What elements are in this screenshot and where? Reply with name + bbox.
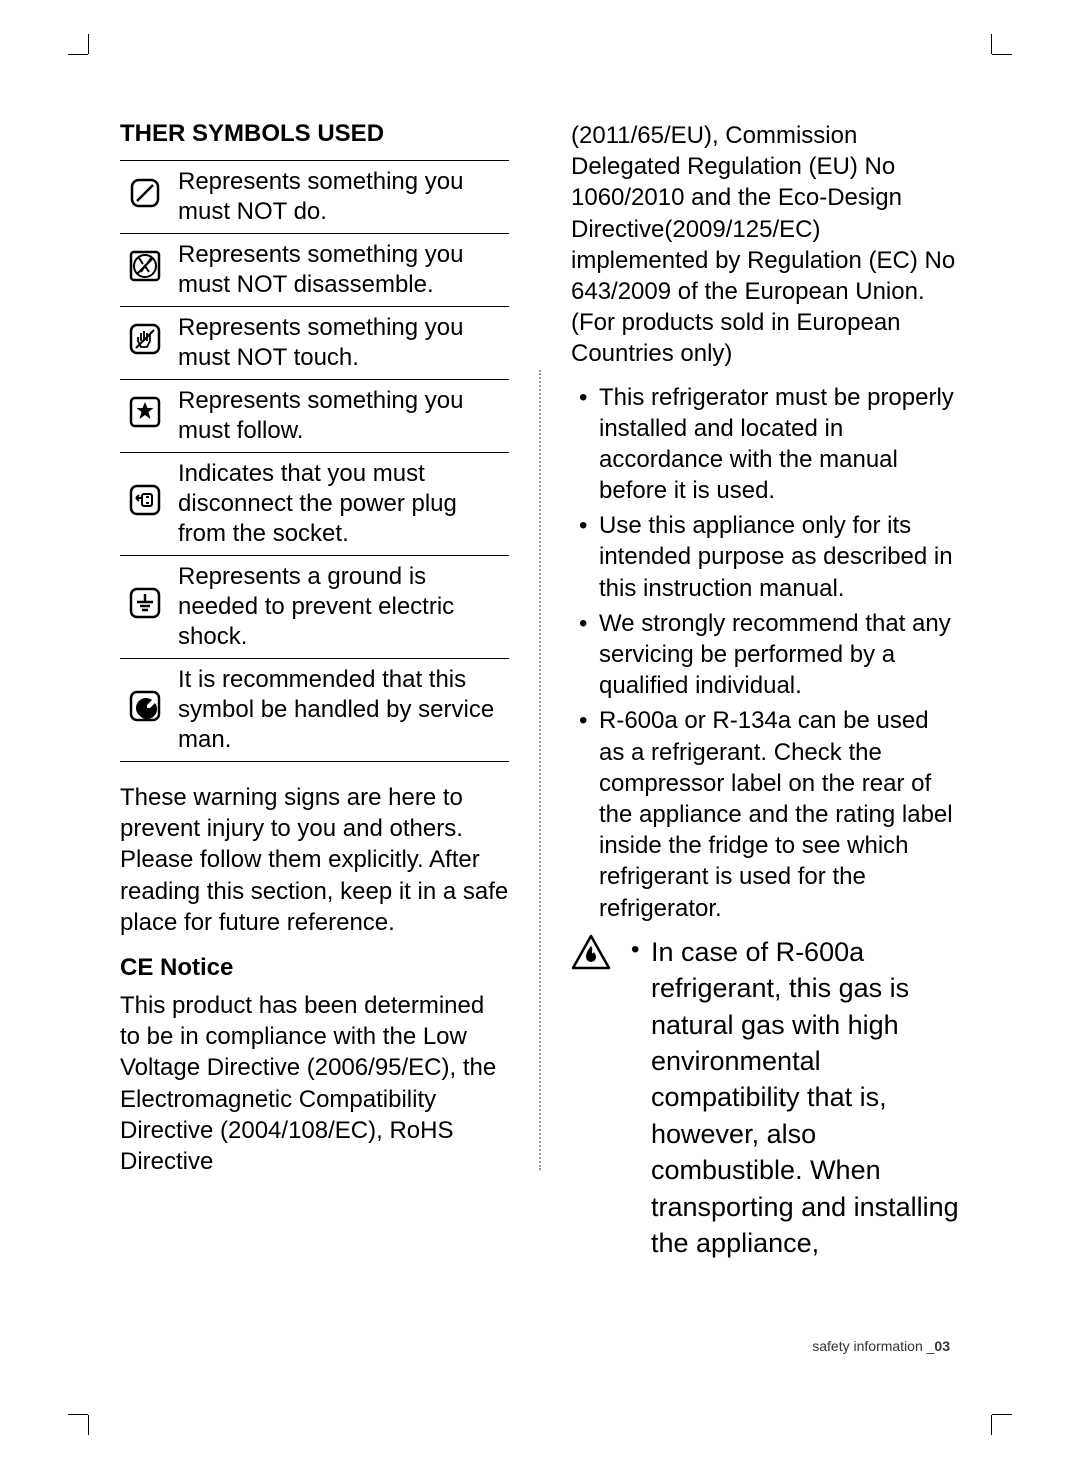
- ce-notice-body: This product has been determined to be i…: [120, 990, 509, 1177]
- manual-page: THER SYMBOLS USED Represents something y…: [0, 0, 1080, 1469]
- table-row: Indicates that you must disconnect the p…: [120, 453, 509, 556]
- right-column: (2011/65/EU), Commission Delegated Regul…: [571, 120, 960, 1266]
- not-disassemble-icon: [120, 234, 170, 307]
- column-divider: [539, 370, 541, 1170]
- symbol-desc: Represents something you must NOT disass…: [170, 234, 509, 307]
- list-item: In case of R-600a refrigerant, this gas …: [623, 934, 960, 1262]
- page-footer: safety information _03: [812, 1338, 950, 1354]
- symbols-table: Represents something you must NOT do. Re…: [120, 160, 509, 762]
- crop-mark: [68, 54, 88, 55]
- ground-icon: [120, 556, 170, 659]
- warning-paragraph: These warning signs are here to prevent …: [120, 782, 509, 938]
- service-man-icon: [120, 659, 170, 762]
- not-do-icon: [120, 161, 170, 234]
- symbol-desc: Represents something you must follow.: [170, 380, 509, 453]
- list-item: R-600a or R-134a can be used as a refrig…: [571, 705, 960, 923]
- symbol-desc: Indicates that you must disconnect the p…: [170, 453, 509, 556]
- table-row: It is recommended that this symbol be ha…: [120, 659, 509, 762]
- disconnect-plug-icon: [120, 453, 170, 556]
- table-row: Represents something you must NOT touch.: [120, 307, 509, 380]
- section-title: THER SYMBOLS USED: [120, 120, 509, 148]
- page-number: 03: [934, 1338, 950, 1354]
- crop-mark: [88, 1415, 89, 1435]
- not-touch-icon: [120, 307, 170, 380]
- crop-mark: [991, 1415, 992, 1435]
- symbol-desc: Represents a ground is needed to prevent…: [170, 556, 509, 659]
- table-row: Represents something you must NOT disass…: [120, 234, 509, 307]
- warning-bullet-list: In case of R-600a refrigerant, this gas …: [623, 934, 960, 1266]
- table-row: Represents something you must NOT do.: [120, 161, 509, 234]
- must-follow-icon: [120, 380, 170, 453]
- flammable-warning-icon: [571, 934, 611, 1266]
- list-item: This refrigerator must be properly insta…: [571, 382, 960, 507]
- crop-mark: [992, 54, 1012, 55]
- crop-mark: [68, 1414, 88, 1415]
- main-bullet-list: This refrigerator must be properly insta…: [571, 382, 960, 924]
- crop-mark: [991, 34, 992, 54]
- table-row: Represents something you must follow.: [120, 380, 509, 453]
- warning-block: In case of R-600a refrigerant, this gas …: [571, 934, 960, 1266]
- two-column-layout: THER SYMBOLS USED Represents something y…: [120, 120, 960, 1266]
- symbol-desc: Represents something you must NOT do.: [170, 161, 509, 234]
- footer-text: safety information _: [812, 1338, 934, 1354]
- left-column: THER SYMBOLS USED Represents something y…: [120, 120, 509, 1266]
- col2-intro: (2011/65/EU), Commission Delegated Regul…: [571, 120, 960, 370]
- list-item: We strongly recommend that any servicing…: [571, 608, 960, 702]
- table-row: Represents a ground is needed to prevent…: [120, 556, 509, 659]
- list-item: Use this appliance only for its intended…: [571, 510, 960, 604]
- crop-mark: [992, 1414, 1012, 1415]
- symbol-desc: It is recommended that this symbol be ha…: [170, 659, 509, 762]
- crop-mark: [88, 34, 89, 54]
- ce-notice-title: CE Notice: [120, 954, 509, 982]
- symbol-desc: Represents something you must NOT touch.: [170, 307, 509, 380]
